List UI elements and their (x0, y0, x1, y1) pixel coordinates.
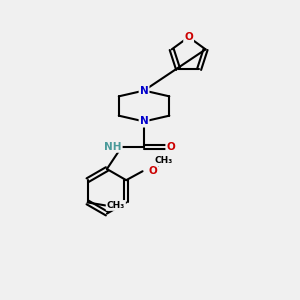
Text: O: O (184, 32, 193, 42)
Text: CH₃: CH₃ (107, 201, 125, 210)
Text: O: O (167, 142, 175, 152)
Text: NH: NH (104, 142, 122, 152)
Text: O: O (148, 166, 157, 176)
Text: N: N (140, 116, 148, 127)
Text: N: N (140, 85, 148, 96)
Text: CH₃: CH₃ (155, 156, 173, 165)
